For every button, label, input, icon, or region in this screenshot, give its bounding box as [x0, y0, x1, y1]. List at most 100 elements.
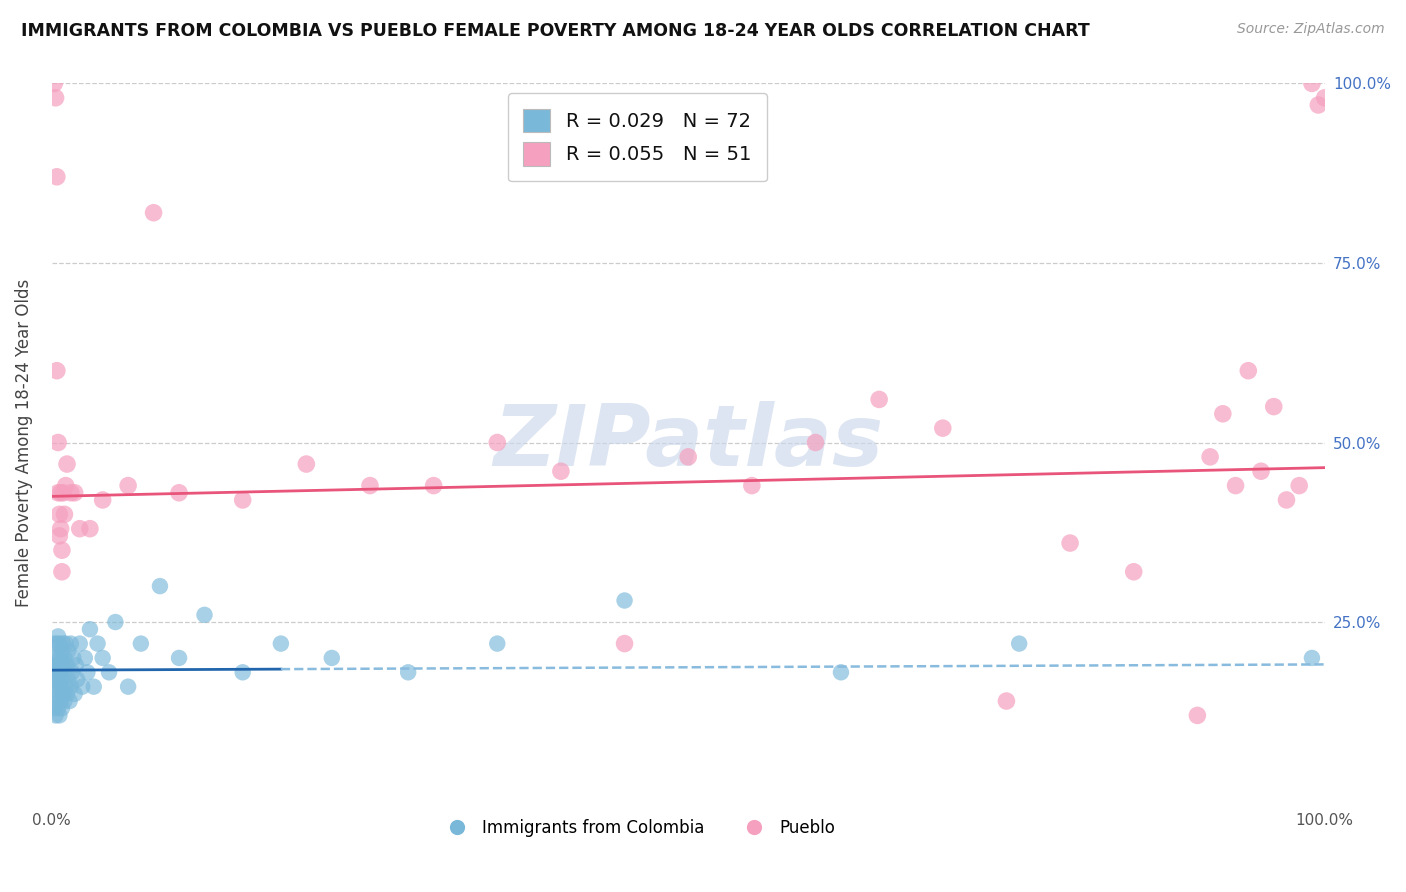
- Point: [49, 694, 72, 708]
- Point: [58, 694, 80, 708]
- Point: [1308, 98, 1330, 112]
- Point: [44, 77, 66, 91]
- Point: [53, 651, 76, 665]
- Point: [73, 651, 96, 665]
- Point: [79, 622, 101, 636]
- Point: [868, 392, 890, 407]
- Point: [804, 435, 827, 450]
- Point: [51, 565, 73, 579]
- Point: [55, 478, 77, 492]
- Point: [1237, 364, 1260, 378]
- Point: [63, 687, 86, 701]
- Point: [51, 543, 73, 558]
- Point: [359, 478, 381, 492]
- Point: [167, 651, 190, 665]
- Point: [295, 457, 318, 471]
- Legend: Immigrants from Colombia, Pueblo: Immigrants from Colombia, Pueblo: [433, 813, 841, 844]
- Point: [613, 593, 636, 607]
- Point: [45, 169, 67, 184]
- Point: [1275, 492, 1298, 507]
- Point: [45, 694, 67, 708]
- Point: [48, 637, 70, 651]
- Point: [676, 450, 699, 464]
- Point: [48, 529, 70, 543]
- Point: [1288, 478, 1310, 492]
- Point: [1250, 464, 1272, 478]
- Point: [396, 665, 419, 680]
- Point: [117, 680, 139, 694]
- Point: [550, 464, 572, 478]
- Point: [104, 615, 127, 629]
- Point: [46, 629, 69, 643]
- Point: [486, 435, 509, 450]
- Point: [49, 485, 72, 500]
- Point: [86, 637, 108, 651]
- Point: [1187, 708, 1209, 723]
- Point: [45, 364, 67, 378]
- Point: [46, 673, 69, 687]
- Point: [48, 708, 70, 723]
- Point: [48, 658, 70, 673]
- Point: [55, 637, 77, 651]
- Y-axis label: Female Poverty Among 18-24 Year Olds: Female Poverty Among 18-24 Year Olds: [15, 278, 32, 607]
- Point: [59, 637, 82, 651]
- Point: [46, 665, 69, 680]
- Point: [117, 478, 139, 492]
- Point: [83, 680, 105, 694]
- Point: [91, 651, 114, 665]
- Point: [46, 435, 69, 450]
- Point: [45, 687, 67, 701]
- Point: [44, 658, 66, 673]
- Point: [1199, 450, 1222, 464]
- Point: [1008, 637, 1031, 651]
- Point: [48, 508, 70, 522]
- Point: [142, 205, 165, 219]
- Point: [1212, 407, 1234, 421]
- Point: [193, 607, 215, 622]
- Point: [51, 673, 73, 687]
- Point: [62, 651, 84, 665]
- Point: [53, 694, 76, 708]
- Point: [830, 665, 852, 680]
- Text: ZIPatlas: ZIPatlas: [494, 401, 883, 484]
- Point: [69, 637, 91, 651]
- Point: [1301, 651, 1323, 665]
- Point: [486, 637, 509, 651]
- Point: [56, 457, 79, 471]
- Point: [42, 673, 65, 687]
- Point: [51, 701, 73, 715]
- Point: [1263, 400, 1285, 414]
- Point: [1301, 77, 1323, 91]
- Point: [995, 694, 1018, 708]
- Point: [45, 665, 67, 680]
- Point: [46, 651, 69, 665]
- Point: [52, 637, 75, 651]
- Point: [76, 665, 98, 680]
- Point: [59, 680, 82, 694]
- Point: [45, 708, 67, 723]
- Point: [932, 421, 955, 435]
- Point: [66, 673, 89, 687]
- Point: [44, 701, 66, 715]
- Point: [232, 665, 254, 680]
- Point: [55, 680, 77, 694]
- Point: [69, 522, 91, 536]
- Point: [49, 665, 72, 680]
- Point: [59, 485, 82, 500]
- Point: [613, 637, 636, 651]
- Point: [167, 485, 190, 500]
- Point: [45, 637, 67, 651]
- Text: IMMIGRANTS FROM COLOMBIA VS PUEBLO FEMALE POVERTY AMONG 18-24 YEAR OLDS CORRELAT: IMMIGRANTS FROM COLOMBIA VS PUEBLO FEMAL…: [21, 22, 1090, 40]
- Point: [1059, 536, 1081, 550]
- Point: [149, 579, 172, 593]
- Point: [52, 485, 75, 500]
- Point: [65, 658, 87, 673]
- Point: [72, 680, 94, 694]
- Point: [60, 665, 83, 680]
- Point: [741, 478, 763, 492]
- Point: [48, 687, 70, 701]
- Point: [45, 658, 67, 673]
- Point: [46, 485, 69, 500]
- Point: [51, 644, 73, 658]
- Point: [98, 665, 121, 680]
